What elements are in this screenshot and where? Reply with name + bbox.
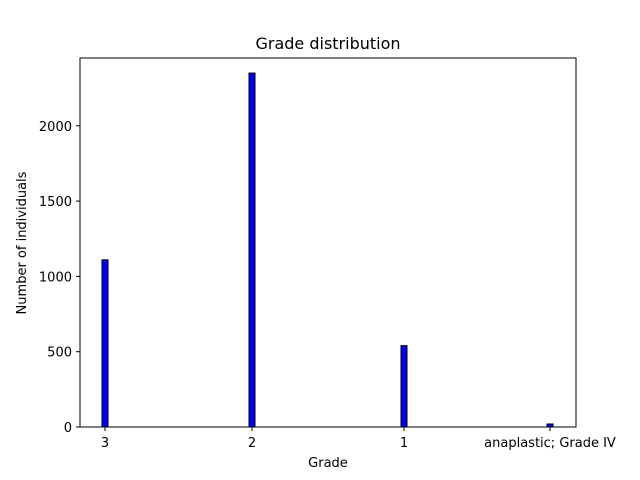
y-axis-ticks: 0 500 1000 1500 2000 [39, 120, 80, 436]
x-axis-ticks: 3 2 1 anaplastic; Grade IV [101, 427, 616, 451]
bar [400, 345, 408, 428]
y-tick-label: 2000 [39, 120, 72, 135]
x-tick-label: 1 [400, 436, 408, 451]
y-tick-label: 0 [64, 421, 72, 436]
y-axis-label: Number of individuals [15, 171, 30, 314]
x-tick-label: 3 [101, 436, 109, 451]
bar [101, 259, 109, 428]
y-tick-label: 1500 [39, 195, 72, 210]
bar [248, 72, 256, 428]
x-tick-label: anaplastic; Grade IV [484, 436, 616, 451]
y-tick-label: 1000 [39, 270, 72, 285]
plot-frame [79, 57, 577, 428]
y-tick-label: 500 [47, 346, 72, 361]
chart-title: Grade distribution [255, 34, 400, 53]
x-tick-label: 2 [248, 436, 256, 451]
x-axis-label: Grade [308, 456, 348, 471]
